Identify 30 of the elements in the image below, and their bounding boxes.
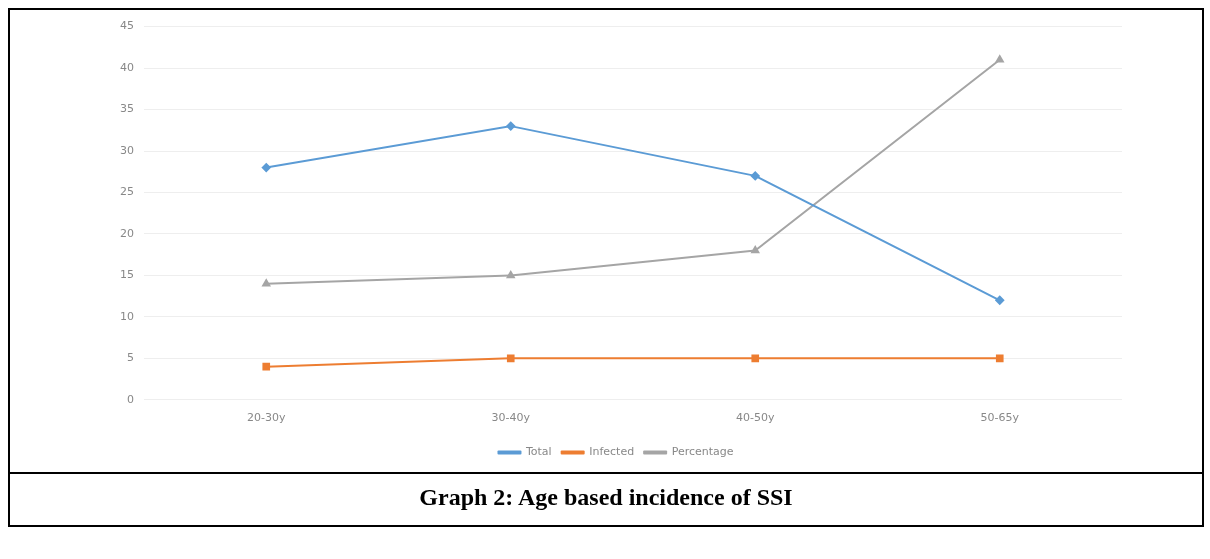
x-tick-label: 50-65y <box>980 411 1020 425</box>
y-tick-label: 15 <box>120 268 134 282</box>
point <box>261 163 271 173</box>
legend-label: Total <box>524 445 552 459</box>
point <box>262 362 271 371</box>
point <box>995 295 1005 305</box>
caption: Graph 2: Age based incidence of SSI <box>10 472 1202 525</box>
legend-label: Percentage <box>671 445 734 459</box>
y-tick-label: 20 <box>120 226 134 240</box>
y-tick-label: 5 <box>127 351 134 365</box>
y-tick-label: 10 <box>120 309 134 323</box>
y-tick-label: 25 <box>120 185 134 199</box>
legend-label: Infected <box>589 445 635 459</box>
point <box>506 354 515 363</box>
x-tick-label: 40-50y <box>736 411 775 425</box>
point <box>751 354 760 363</box>
x-tick-label: 30-40y <box>491 411 531 425</box>
y-tick-label: 45 <box>120 19 134 33</box>
point <box>751 246 760 254</box>
point <box>995 55 1004 63</box>
y-tick-label: 30 <box>120 143 134 157</box>
y-tick-label: 40 <box>120 60 134 74</box>
point <box>262 279 271 287</box>
y-tick-label: 0 <box>127 392 134 406</box>
point <box>750 171 760 181</box>
y-tick-label: 35 <box>120 102 134 116</box>
point <box>506 121 516 131</box>
point <box>995 354 1004 363</box>
x-tick-label: 20-30y <box>247 411 286 425</box>
point <box>506 270 515 279</box>
